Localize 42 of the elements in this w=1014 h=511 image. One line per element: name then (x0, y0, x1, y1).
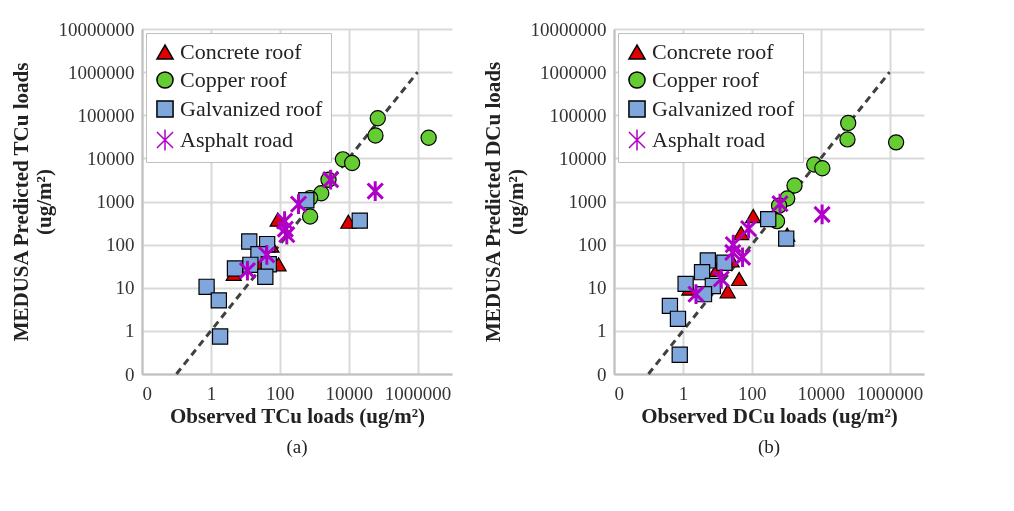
y-tick-label: 100 (106, 234, 135, 256)
x-tick-label: 1000000 (384, 382, 452, 404)
x-tick-label: 0 (614, 382, 624, 404)
y-tick-label: 1 (597, 320, 607, 342)
text: (a) (286, 436, 308, 458)
x-tick-label: 1 (206, 382, 217, 404)
legend-label: Galvanized roof (652, 96, 795, 121)
y-tick-label: 100000 (549, 104, 607, 126)
y-axis-title: MEDUSA Predicted DCu loads (ug/m²) (480, 61, 528, 343)
y-tick-label: 0 (597, 363, 607, 385)
legend-label: Galvanized roof (180, 96, 323, 121)
y-tick-label: 1000000 (540, 61, 607, 83)
y-axis-title: MEDUSA Predicted TCu loads (ug/m²) (8, 62, 56, 342)
x-tick-label: 1000000 (856, 382, 924, 404)
x-axis-title: Observed DCu loads (ug/m²) (641, 403, 898, 428)
x-tick-label: 100 (266, 382, 295, 404)
text: (b) (757, 436, 781, 458)
x-tick-label: 10000 (325, 382, 373, 404)
x-tick-label: 0 (142, 382, 152, 404)
legend-label: Copper roof (180, 67, 288, 92)
legend-label: Asphalt road (180, 127, 294, 152)
y-tick-label: 0 (125, 363, 135, 385)
legend-label: Copper roof (652, 67, 760, 92)
y-tick-label: 10000 (559, 147, 607, 169)
y-tick-label: 100000 (77, 104, 135, 126)
y-tick-label: 10 (115, 277, 135, 299)
y-tick-label: 10000000 (58, 18, 135, 40)
legend-label: Asphalt road (652, 127, 766, 152)
y-tick-label: 1000 (568, 191, 607, 212)
x-tick-label: 10000 (797, 382, 845, 404)
y-tick-label: 10 (587, 277, 607, 299)
legend-label: Concrete roof (180, 39, 303, 64)
x-tick-label: 1 (678, 382, 689, 404)
legend-label: Concrete roof (652, 39, 775, 64)
y-tick-label: 100 (578, 234, 607, 256)
x-tick-label: 100 (738, 382, 767, 404)
y-tick-label: 1000000 (68, 61, 135, 83)
y-tick-label: 1 (125, 320, 135, 342)
y-tick-label: 10000000 (530, 18, 607, 40)
y-tick-label: 10000 (87, 147, 135, 169)
x-axis-title: Observed TCu loads (ug/m²) (169, 403, 426, 428)
y-tick-label: 1000 (96, 191, 135, 212)
